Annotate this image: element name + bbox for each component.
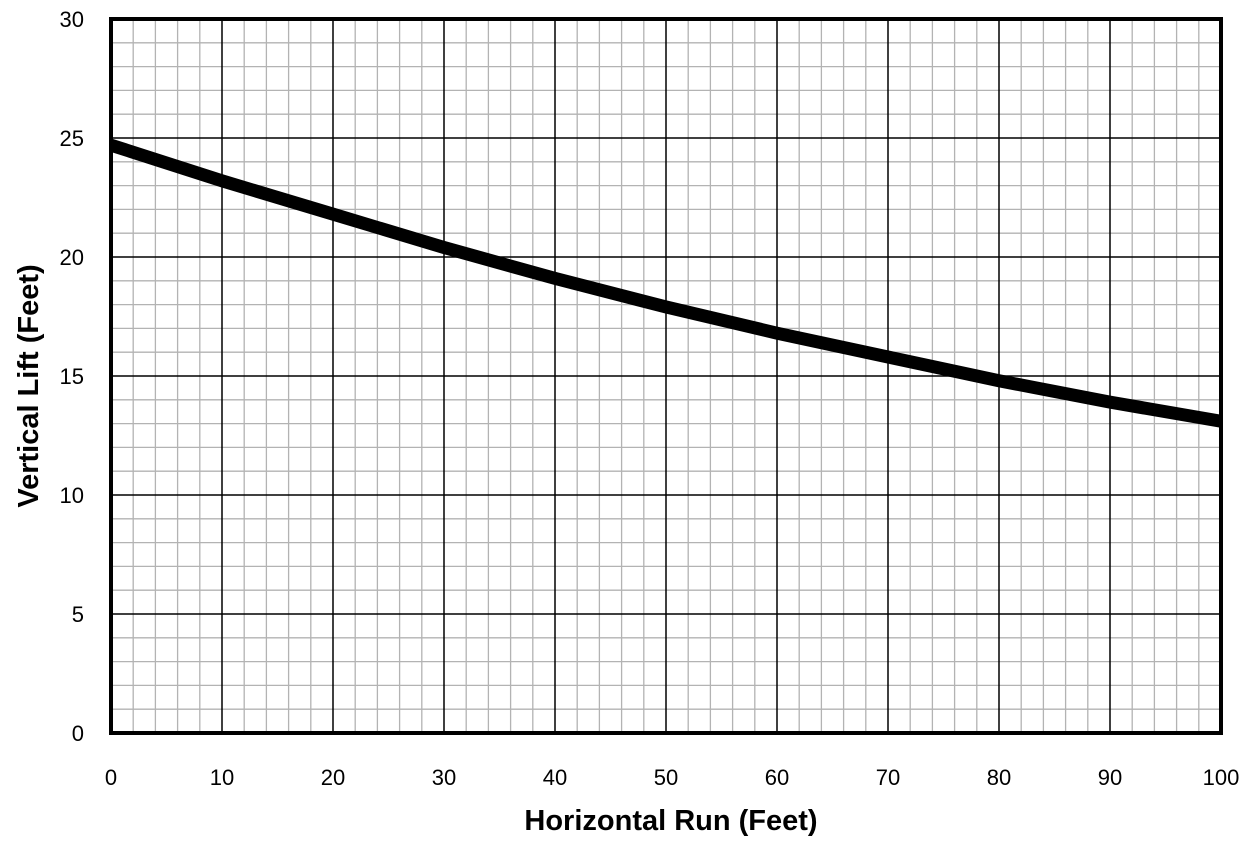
y-axis-title: Vertical Lift (Feet) [13,264,45,507]
x-tick-label: 10 [210,765,234,790]
x-tick-labels: 0 10 20 30 40 50 60 70 80 90 100 [105,765,1239,790]
y-tick-label: 30 [60,7,84,32]
x-axis-title: Horizontal Run (Feet) [524,805,817,837]
x-tick-label: 70 [876,765,900,790]
data-point [887,356,889,358]
x-tick-label: 30 [432,765,456,790]
y-tick-label: 25 [60,126,84,151]
data-point [776,332,778,334]
x-tick-label: 40 [543,765,567,790]
major-grid [110,18,1222,734]
x-tick-label: 50 [654,765,678,790]
x-tick-label: 60 [765,765,789,790]
y-tick-label: 0 [72,721,84,746]
data-point [998,380,1000,382]
x-tick-label: 100 [1203,765,1240,790]
data-point [221,180,223,182]
data-point [1109,401,1111,403]
x-tick-label: 20 [321,765,345,790]
data-point [332,213,334,215]
data-point [554,277,556,279]
y-tick-labels: 0 5 10 15 20 25 30 [60,7,84,746]
y-tick-label: 5 [72,602,84,627]
x-tick-label: 90 [1098,765,1122,790]
x-tick-label: 0 [105,765,117,790]
y-tick-label: 15 [60,364,84,389]
x-tick-label: 80 [987,765,1011,790]
data-point [443,246,445,248]
y-tick-label: 20 [60,245,84,270]
y-tick-label: 10 [60,483,84,508]
plot-frame [109,17,1223,735]
data-point [665,306,667,308]
